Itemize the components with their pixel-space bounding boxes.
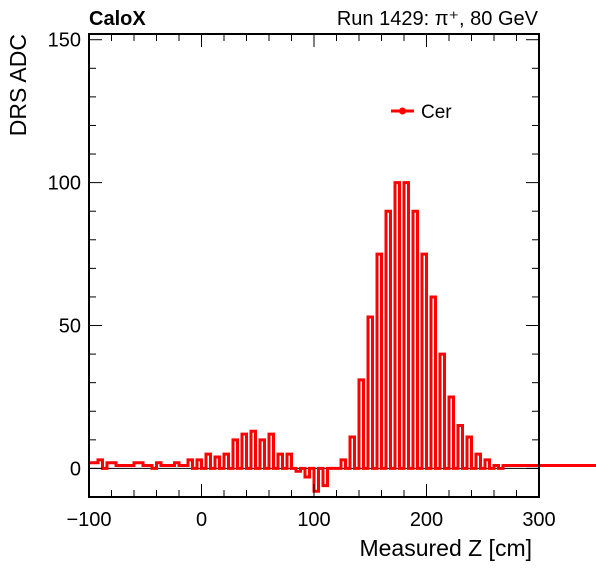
y-tick-label: 150 xyxy=(48,30,81,52)
x-tick-label: 200 xyxy=(410,509,443,531)
y-tick-label: 0 xyxy=(70,458,81,480)
x-tick-label: 100 xyxy=(297,509,330,531)
brand-label: CaloX xyxy=(89,8,146,30)
x-tick-label: 300 xyxy=(522,509,555,531)
legend: Cer xyxy=(391,102,452,123)
y-axis-label: DRS ADC xyxy=(5,34,31,136)
plot-area xyxy=(89,181,596,493)
x-tick-label: −100 xyxy=(66,509,111,531)
legend-entry-cer: Cer xyxy=(421,102,452,123)
run-info-label: Run 1429: π⁺, 80 GeV xyxy=(337,8,539,30)
x-tick-label: 0 xyxy=(196,509,207,531)
y-tick-label: 100 xyxy=(48,173,81,195)
legend-swatch-marker xyxy=(399,107,406,115)
axis-ticks xyxy=(88,34,540,498)
y-tick-label: 50 xyxy=(59,316,81,338)
series-line-cer xyxy=(89,181,596,493)
x-axis-label: Measured Z [cm] xyxy=(359,535,532,561)
tick-labels: −100 0 100 200 300 0 50 100 150 xyxy=(48,30,556,531)
plot-frame xyxy=(88,33,540,498)
